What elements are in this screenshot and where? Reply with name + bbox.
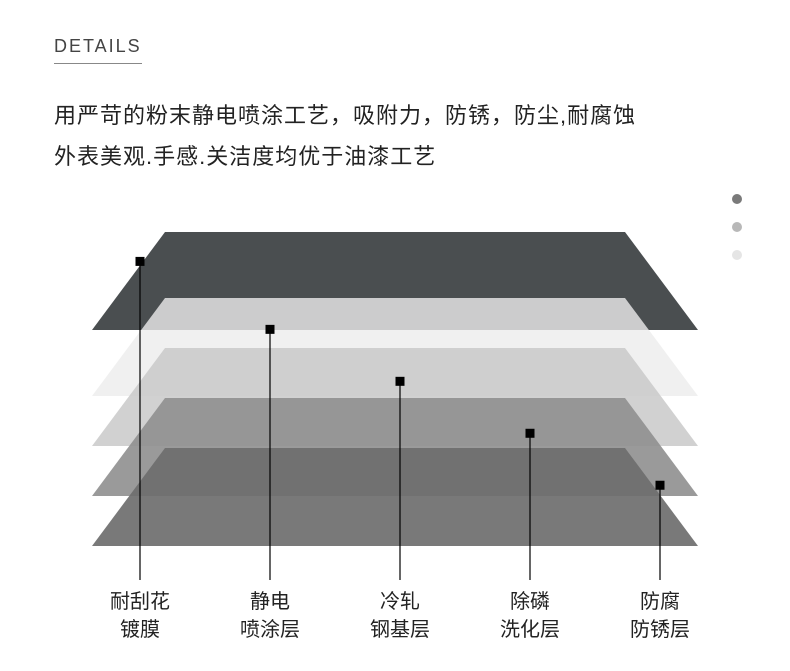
- layer-label-line1: 静电: [250, 590, 290, 613]
- layer-label-line1: 防腐: [640, 590, 680, 613]
- layers-diagram: 耐刮花镀膜 静电喷涂层 冷轧钢基层 除磷洗化层 防腐防锈层: [0, 220, 790, 666]
- layer-label-line2: 镀膜: [120, 618, 160, 641]
- material-layer: [92, 448, 698, 546]
- leader-marker: [526, 429, 535, 438]
- layer-label-line2: 防锈层: [630, 618, 690, 641]
- description-line: 用严苛的粉末静电喷涂工艺，吸附力，防锈，防尘,耐腐蚀: [54, 96, 736, 137]
- layer-label-line2: 喷涂层: [240, 618, 300, 641]
- pagination-dot: [732, 194, 742, 204]
- leader-marker: [396, 377, 405, 386]
- description-text: 用严苛的粉末静电喷涂工艺，吸附力，防锈，防尘,耐腐蚀 外表美观.手感.关洁度均优…: [54, 96, 736, 177]
- layer-label-line2: 钢基层: [370, 618, 430, 641]
- leader-marker: [266, 325, 275, 334]
- layer-label-line1: 冷轧: [380, 590, 420, 613]
- description-line: 外表美观.手感.关洁度均优于油漆工艺: [54, 137, 736, 178]
- layer-label-line1: 除磷: [510, 590, 550, 613]
- layer-label-line2: 洗化层: [500, 618, 560, 641]
- section-heading: DETAILS: [54, 36, 142, 64]
- layers-svg: 耐刮花镀膜 静电喷涂层 冷轧钢基层 除磷洗化层 防腐防锈层: [0, 220, 790, 666]
- leader-marker: [656, 481, 665, 490]
- leader-marker: [136, 257, 145, 266]
- layer-label-line1: 耐刮花: [110, 590, 170, 613]
